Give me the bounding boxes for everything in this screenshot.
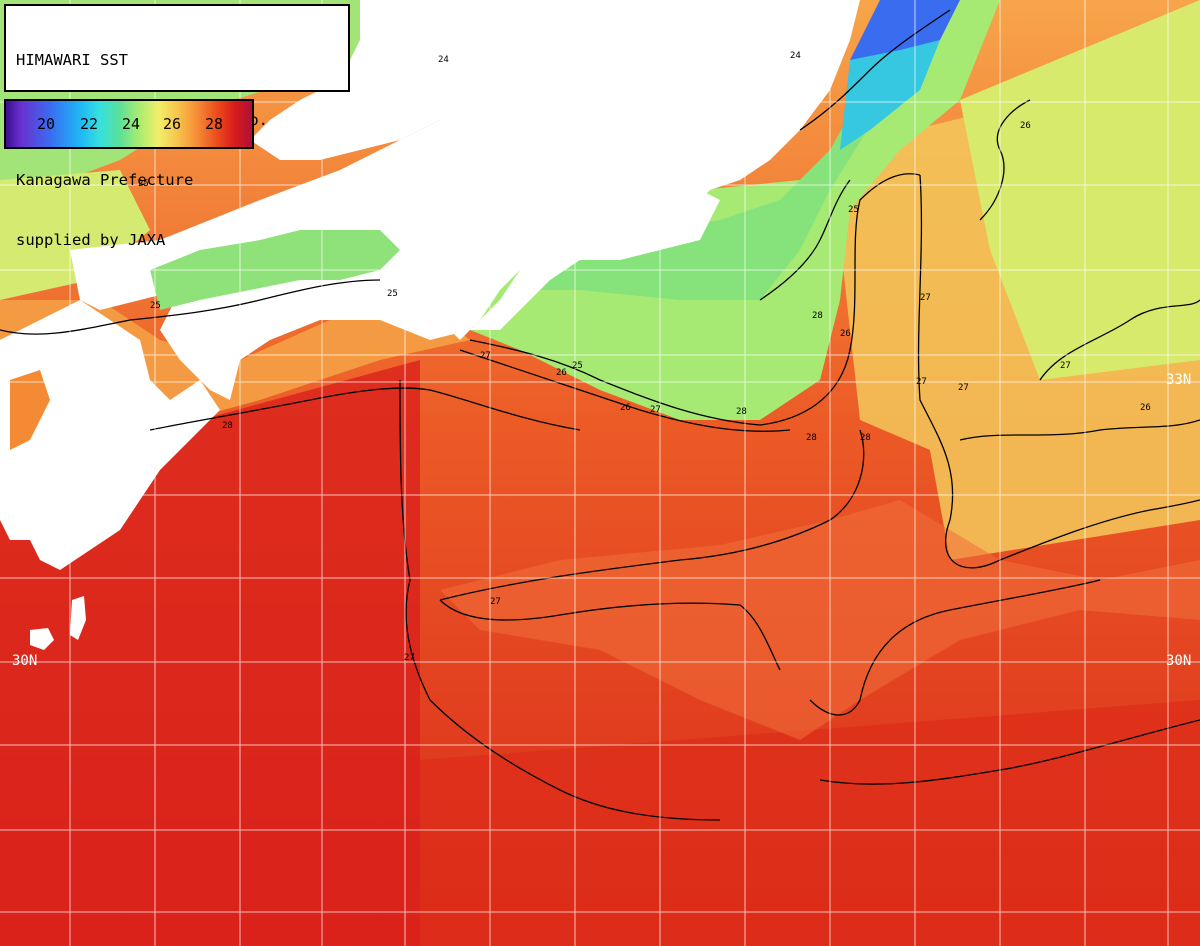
contour-label: 28 <box>806 433 817 443</box>
contour-label: 28 <box>222 421 233 431</box>
colorbar-label-26: 26 <box>162 115 182 133</box>
contour-label: 25 <box>387 289 398 299</box>
lon-label-top: E <box>484 2 492 16</box>
contour-label: 28 <box>736 407 747 417</box>
title-box: HIMAWARI SST ~2025/10/17(UTC) Week Comp.… <box>4 4 350 249</box>
bay-orange <box>10 370 50 450</box>
land-honshu-west <box>70 0 860 340</box>
lat-label-33n-right: 33N <box>1166 372 1192 388</box>
contour-label: 27 <box>916 377 927 387</box>
land-satsuma <box>0 460 40 540</box>
contour-label: 27 <box>1060 361 1071 371</box>
contour-label: 26 <box>1140 403 1151 413</box>
contour-label: 27 <box>958 383 969 393</box>
contour-label: 25 <box>150 301 161 311</box>
lat-label-30n-right: 30N <box>1166 653 1192 669</box>
contour-label: 27 <box>490 597 501 607</box>
land-kyushu <box>0 300 220 570</box>
title-line-region: Kanagawa Prefecture <box>16 171 194 189</box>
colorbar-label-24: 24 <box>121 115 141 133</box>
contour-label: 26 <box>556 368 567 378</box>
nw-yellow <box>0 170 150 300</box>
title-line-credit: supplied by JAXA <box>16 231 166 249</box>
colorbar-label-28: 28 <box>204 115 224 133</box>
temperature-colorbar: 20 22 24 26 28 <box>4 99 254 149</box>
contour-label: 26 <box>840 329 851 339</box>
colorbar-label-22: 22 <box>79 115 99 133</box>
contour-label: 24 <box>790 51 801 61</box>
title-line-product: HIMAWARI SST <box>16 51 128 69</box>
contour-label: 28 <box>812 311 823 321</box>
land-yakushima <box>30 628 54 650</box>
contour-label: 25 <box>138 179 149 189</box>
contour-label: 26 <box>1020 121 1031 131</box>
contour-label: 27 <box>920 293 931 303</box>
land-honshu-tip <box>250 0 640 160</box>
contour-label: 27 <box>650 405 661 415</box>
contour-label: 26 <box>620 403 631 413</box>
contour-label: 25 <box>572 361 583 371</box>
contour-label: 25 <box>848 205 859 215</box>
contour-label: 28 <box>860 433 871 443</box>
contour-label: 27 <box>404 653 415 663</box>
warm-tongue <box>440 500 1200 740</box>
contour-labels: 25 25 24 24 25 25 26 26 27 27 28 28 25 26 27 27 27 27 26 26… <box>138 51 1151 663</box>
land-kii <box>470 190 720 330</box>
land-tanegashima <box>70 596 86 640</box>
contour-label: 27 <box>480 351 491 361</box>
colorbar-label-20: 20 <box>36 115 56 133</box>
contour-label: 24 <box>438 55 449 65</box>
cool-water-ne2 <box>960 0 1200 380</box>
warm-water-south <box>420 700 1200 946</box>
lat-label-30n-left: 30N <box>12 653 38 669</box>
